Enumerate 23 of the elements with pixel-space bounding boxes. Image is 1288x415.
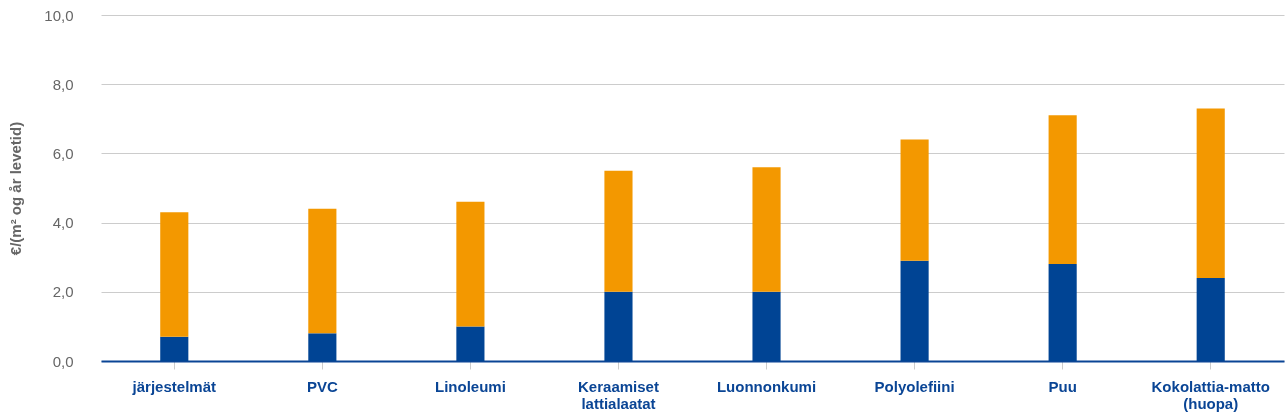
y-tick-label: 2,0 xyxy=(52,283,74,301)
y-tick-label: 4,0 xyxy=(52,214,74,232)
y-tick-label: 6,0 xyxy=(52,144,74,162)
bar xyxy=(160,212,189,337)
x-tick-label: Polyolefiini xyxy=(874,377,955,395)
bar xyxy=(1048,115,1077,265)
x-tick-label: Puu xyxy=(1048,377,1077,395)
y-tick-label: 8,0 xyxy=(52,75,74,93)
bar xyxy=(752,167,781,292)
y-tick-label: 0,0 xyxy=(52,352,74,370)
x-tick-label: järjestelmät xyxy=(131,377,216,395)
x-tick-label: Keraamiset lattialaatat xyxy=(578,377,659,412)
x-tick-label: Luonnonkumi xyxy=(716,377,817,395)
y-axis-title: €/(m² og år levetid) xyxy=(7,121,25,256)
x-tick-label: PVC xyxy=(306,377,338,395)
bar xyxy=(1196,108,1225,278)
bar xyxy=(900,139,929,261)
bar xyxy=(308,208,337,334)
y-tick-label: 10,0 xyxy=(44,6,74,24)
bar xyxy=(604,170,633,292)
x-tick-label: Linoleumi xyxy=(434,377,506,395)
x-tick-label: Kokolattia-matto (huopa) xyxy=(1151,377,1270,412)
bar xyxy=(456,201,485,327)
